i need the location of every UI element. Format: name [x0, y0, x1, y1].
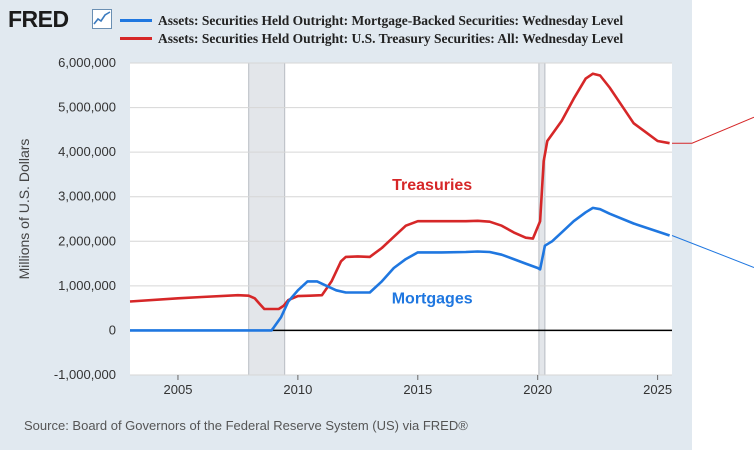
- y-axis-label: Millions of U.S. Dollars: [16, 139, 32, 280]
- y-tick-label-6: 0: [109, 322, 116, 337]
- recession-band-1: [538, 63, 545, 375]
- x-tick-label-3: 2020: [523, 382, 552, 397]
- series-line-1[interactable]: [129, 72, 670, 311]
- legend-swatch-mbs: [120, 19, 152, 23]
- annotation-treasuries: Treasuries: [392, 177, 472, 194]
- series-lines: [129, 72, 671, 332]
- source-text: Source: Board of Governors of the Federa…: [24, 418, 468, 433]
- y-axis-ticks: 6,000,000 5,000,000 4,000,000 3,000,000 2,00…: [54, 55, 116, 382]
- recession-shading: [248, 63, 546, 375]
- x-tick-label-4: 2025: [643, 382, 672, 397]
- series-annotations: Treasuries Mortgages: [392, 177, 473, 308]
- x-tick-label-1: 2010: [283, 382, 312, 397]
- plot-area: [130, 63, 672, 375]
- y-tick-label-0: 6,000,000: [58, 55, 116, 70]
- y-tick-label-1: 5,000,000: [58, 100, 116, 115]
- legend-swatch-treasury: [120, 37, 152, 41]
- y-tick-label-3: 3,000,000: [58, 189, 116, 204]
- x-tick-label-0: 2005: [164, 382, 193, 397]
- legend-item-treasury[interactable]: Assets: Securities Held Outright: U.S. T…: [120, 31, 623, 47]
- y-tick-label-5: 1,000,000: [58, 278, 116, 293]
- leader-line-1: [672, 116, 754, 144]
- leader-lines: [671, 116, 754, 268]
- leader-line-0: [671, 235, 754, 268]
- recession-band-0: [248, 63, 285, 375]
- chart-line-icon: [92, 9, 112, 29]
- annotation-mortgages: Mortgages: [392, 291, 473, 308]
- legend-label-treasury: Assets: Securities Held Outright: U.S. T…: [158, 31, 624, 46]
- legend-item-mbs[interactable]: Assets: Securities Held Outright: Mortga…: [120, 13, 623, 29]
- x-axis-ticks: 2005 2010 2015 2020 2025: [164, 375, 672, 397]
- fred-logo[interactable]: FRED: [8, 6, 69, 32]
- y-tick-label-7: -1,000,000: [54, 367, 116, 382]
- gridlines: [130, 62, 672, 376]
- legend-label-mbs: Assets: Securities Held Outright: Mortga…: [158, 13, 624, 28]
- y-tick-label-2: 4,000,000: [58, 144, 116, 159]
- x-tick-label-2: 2015: [403, 382, 432, 397]
- series-line-0[interactable]: [130, 206, 671, 332]
- y-tick-label-4: 2,000,000: [58, 233, 116, 248]
